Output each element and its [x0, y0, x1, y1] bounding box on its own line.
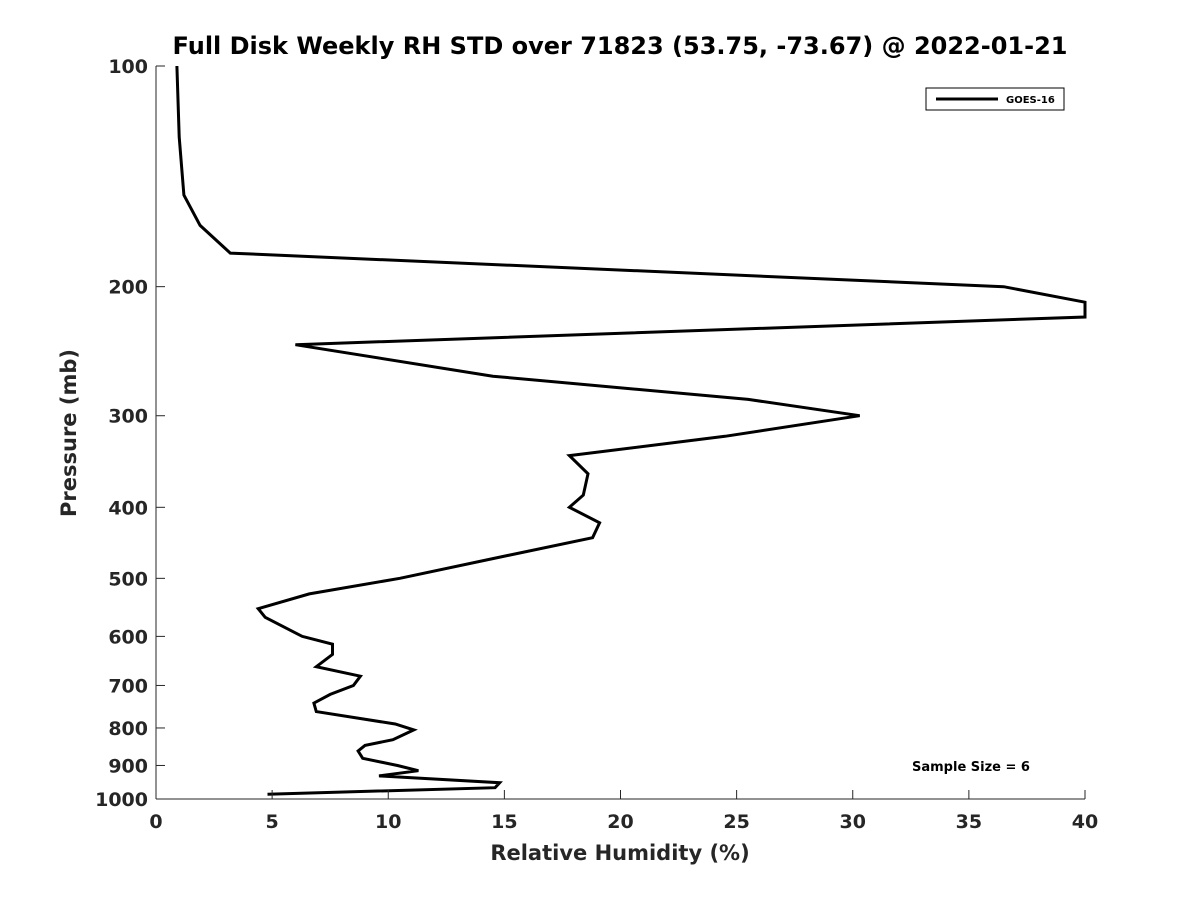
x-axis-label: Relative Humidity (%) [490, 841, 749, 865]
legend-label-goes-16: GOES-16 [1006, 95, 1055, 106]
x-tick-label-40: 40 [1072, 811, 1098, 833]
y-tick-label-800: 800 [108, 718, 148, 740]
plot-area [155, 65, 1087, 800]
x-tick-label-5: 5 [266, 811, 279, 833]
y-tick-label-700: 700 [108, 675, 148, 697]
y-tick-label-900: 900 [108, 755, 148, 777]
sample-size-annotation: Sample Size = 6 [912, 760, 1030, 775]
y-axis-label: Pressure (mb) [57, 349, 81, 517]
x-axis-ticks: 0 5 10 15 20 25 30 35 40 [149, 790, 1098, 833]
x-tick-label-25: 25 [723, 811, 749, 833]
x-tick-label-0: 0 [149, 811, 162, 833]
y-tick-label-300: 300 [108, 406, 148, 428]
x-tick-label-15: 15 [491, 811, 517, 833]
y-tick-label-500: 500 [108, 568, 148, 590]
x-tick-label-10: 10 [375, 811, 401, 833]
y-tick-label-400: 400 [108, 497, 148, 519]
y-tick-label-200: 200 [108, 277, 148, 299]
series-line-goes-16 [175, 65, 1087, 796]
y-tick-label-600: 600 [108, 626, 148, 648]
y-tick-label-1000: 1000 [95, 789, 148, 811]
x-tick-label-20: 20 [607, 811, 633, 833]
legend: GOES-16 [925, 87, 1065, 111]
y-tick-label-100: 100 [108, 56, 148, 78]
chart-title: Full Disk Weekly RH STD over 71823 (53.7… [173, 32, 1068, 60]
x-tick-label-35: 35 [956, 811, 982, 833]
y-axis-ticks: 100 200 300 400 500 600 700 800 900 1000 [95, 56, 165, 811]
x-tick-label-30: 30 [840, 811, 866, 833]
